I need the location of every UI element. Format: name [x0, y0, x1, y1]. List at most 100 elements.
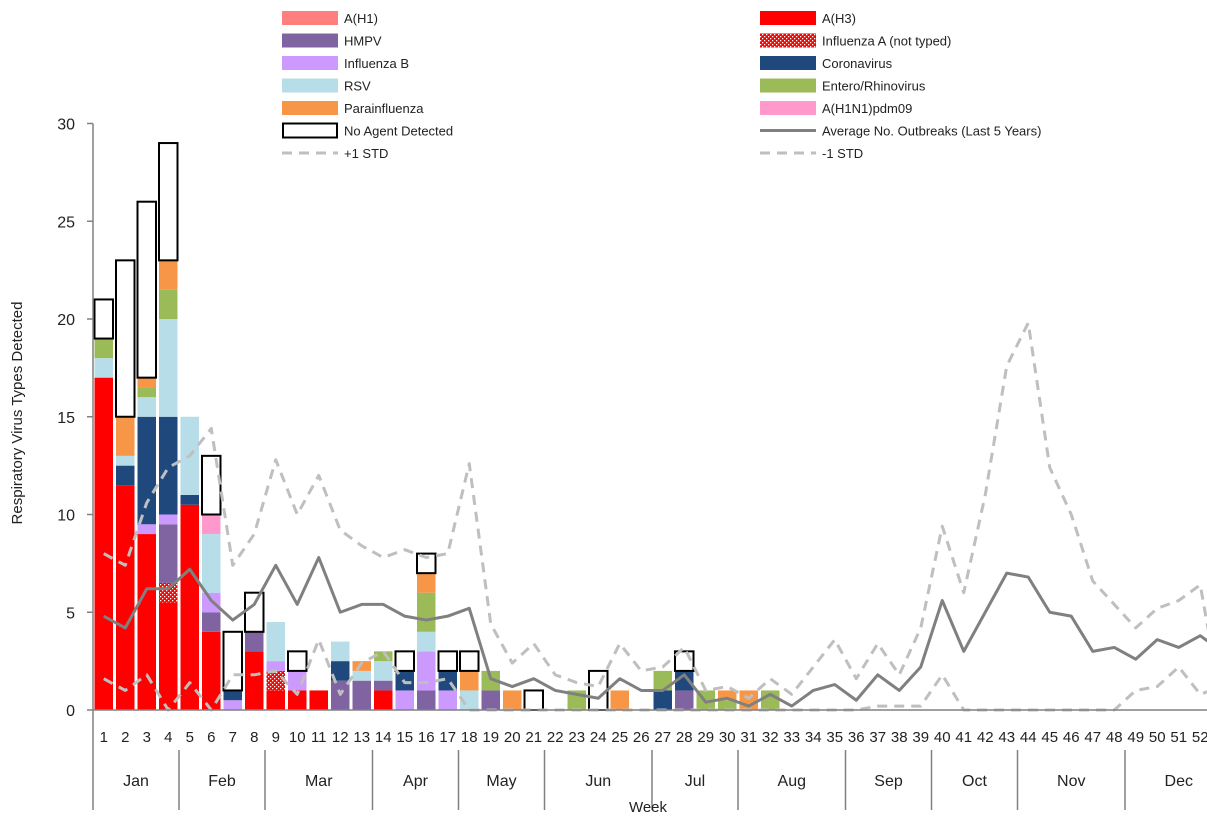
legend-label: Average No. Outbreaks (Last 5 Years): [822, 124, 1041, 139]
legend-item-coronavirus: Coronavirus: [760, 56, 893, 71]
legend-item-influenza-a-not-typed: Influenza A (not typed): [760, 33, 951, 49]
y-axis-title: Respiratory Virus Types Detected: [9, 302, 26, 525]
bar-a-h3-week-5: [180, 504, 199, 710]
legend-label: Entero/Rhinovirus: [822, 79, 926, 94]
legend-label: -1 STD: [822, 146, 863, 161]
bar-parainfluenza-week-2: [116, 416, 135, 456]
x-tick-label-week-1: 1: [100, 729, 108, 746]
x-tick-label-week-12: 12: [332, 729, 349, 746]
legend-item-hmpv: HMPV: [282, 33, 382, 49]
legend-swatch: [282, 122, 338, 139]
legend-item-average-no-outbreaks-last-5-years: Average No. Outbreaks (Last 5 Years): [760, 124, 1041, 139]
bar-hmpv-week-4: [159, 524, 178, 583]
legend-item-influenza-b: Influenza B: [282, 56, 409, 71]
y-tick-label: 10: [57, 508, 75, 525]
x-tick-label-week-37: 37: [869, 729, 886, 746]
month-label-may: May: [486, 773, 516, 790]
bar-coronavirus-week-27: [653, 690, 672, 710]
bar-hmpv-week-13: [352, 680, 371, 710]
x-tick-label-week-28: 28: [676, 729, 693, 746]
bar-influenza-b-week-4: [159, 514, 178, 525]
legend-label: A(H3): [822, 11, 856, 26]
bar-a-h3-week-6: [202, 631, 221, 710]
y-tick-label: 15: [57, 410, 75, 427]
month-label-jan: Jan: [123, 773, 149, 790]
legend-swatch: [282, 33, 338, 48]
bar-no-agent-detected-week-10: [287, 650, 308, 672]
bar-no-agent-detected-week-17: [437, 650, 458, 672]
legend-label: No Agent Detected: [344, 124, 453, 139]
bar-entero-rhinovirus-week-30: [718, 700, 737, 710]
bar-no-agent-detected-week-15: [394, 650, 415, 672]
bar-coronavirus-week-12: [331, 661, 350, 681]
x-tick-label-week-31: 31: [740, 729, 757, 746]
bar-a-h3-week-11: [309, 690, 328, 710]
x-tick-label-week-13: 13: [353, 729, 370, 746]
x-tick-label-week-7: 7: [229, 729, 237, 746]
x-tick-label-week-15: 15: [396, 729, 413, 746]
bar-coronavirus-week-2: [116, 465, 135, 486]
legend-swatch: [282, 56, 338, 70]
x-tick-label-week-10: 10: [289, 729, 306, 746]
legend-swatch: [760, 33, 816, 48]
bar-coronavirus-week-5: [180, 494, 199, 505]
x-axis-title: Week: [629, 799, 668, 816]
legend-label: Parainfluenza: [344, 101, 424, 116]
bar-parainfluenza-week-18: [460, 670, 479, 691]
legend-item-a-h1: A(H1): [282, 11, 378, 26]
x-tick-label-week-36: 36: [848, 729, 865, 746]
bar-entero-rhinovirus-week-1: [94, 338, 113, 359]
month-label-jun: Jun: [585, 773, 611, 790]
bar-parainfluenza-week-3: [137, 377, 156, 388]
legend-item-1-std: +1 STD: [282, 146, 388, 161]
x-tick-label-week-19: 19: [482, 729, 499, 746]
bar-rsv-week-2: [116, 455, 135, 466]
y-tick-label: 25: [57, 214, 75, 231]
bar-influenza-b-week-7: [223, 700, 242, 710]
bar-no-agent-detected-week-21: [523, 689, 544, 712]
x-tick-label-week-40: 40: [934, 729, 951, 746]
legend-label: Influenza A (not typed): [822, 34, 951, 49]
bar-parainfluenza-week-30: [718, 690, 737, 701]
bar-a-h3-week-14: [374, 690, 393, 710]
line-1-std: [103, 321, 1207, 700]
bar-hmpv-week-8: [245, 631, 264, 652]
bar-rsv-week-6: [202, 534, 221, 593]
bar-influenza-b-week-3: [137, 524, 156, 535]
bar-a-h3-week-9: [266, 690, 285, 710]
x-tick-label-week-17: 17: [439, 729, 456, 746]
month-label-aug: Aug: [778, 773, 806, 790]
x-tick-label-week-42: 42: [977, 729, 994, 746]
month-label-nov: Nov: [1057, 773, 1085, 790]
month-label-sep: Sep: [874, 773, 903, 790]
bar-rsv-week-13: [352, 670, 371, 681]
x-tick-label-week-25: 25: [611, 729, 628, 746]
month-label-apr: Apr: [403, 773, 429, 790]
x-tick-label-week-26: 26: [633, 729, 650, 746]
bar-rsv-week-3: [137, 397, 156, 417]
legend-swatch: [282, 101, 338, 115]
bar-rsv-week-14: [374, 661, 393, 681]
x-tick-label-week-18: 18: [461, 729, 478, 746]
x-tick-label-week-44: 44: [1020, 729, 1037, 746]
legend-swatch: [760, 78, 816, 93]
x-tick-label-week-47: 47: [1084, 729, 1101, 746]
x-tick-label-week-43: 43: [998, 729, 1015, 746]
legend-label: Influenza B: [344, 56, 409, 71]
bar-rsv-week-9: [266, 622, 285, 662]
legend-label: +1 STD: [344, 146, 388, 161]
bar-a-h3-week-2: [116, 485, 135, 710]
bar-rsv-week-12: [331, 641, 350, 662]
x-tick-label-week-14: 14: [375, 729, 392, 746]
bar-entero-rhinovirus-week-16: [417, 592, 436, 632]
bar-hmpv-week-19: [481, 690, 500, 710]
bar-entero-rhinovirus-week-14: [374, 651, 393, 662]
bar-entero-rhinovirus-week-4: [159, 289, 178, 319]
x-tick-label-week-32: 32: [762, 729, 779, 746]
y-tick-label: 5: [66, 605, 75, 622]
bar-parainfluenza-week-16: [417, 573, 436, 593]
bar-a-h3-week-4: [159, 602, 178, 710]
bar-coronavirus-week-3: [137, 416, 156, 525]
bar-influenza-b-week-17: [438, 690, 457, 710]
